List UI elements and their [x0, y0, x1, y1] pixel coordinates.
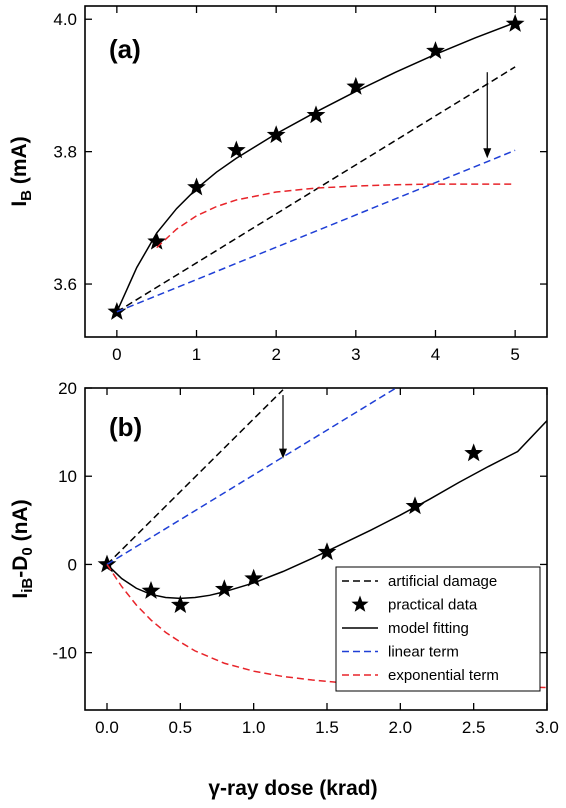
series-line-model: [106, 420, 547, 600]
y-tick-label: 3.8: [53, 143, 77, 162]
plot-frame: [84, 5, 548, 338]
x-tick-label: 2.0: [389, 718, 413, 737]
y-tick-label: -10: [52, 644, 77, 663]
data-point-practical: [306, 105, 326, 124]
data-point-practical: [426, 41, 445, 59]
y-axis-title: IB (mA): [8, 136, 35, 206]
x-tick-label: 2.5: [462, 718, 486, 737]
y-tick-label: 0: [68, 555, 77, 574]
panel-b: 0.0 0.5 1.0 1.5 2.0 2.5 3.0 -10 0 10 20 (b) IiB-D0 (…: [9, 379, 559, 737]
annotation-arrow-head: [279, 448, 287, 459]
y-tick-label: 20: [58, 379, 77, 398]
legend-box: [335, 566, 541, 692]
y-tick-label: 10: [58, 467, 77, 486]
x-tick-label: 1.5: [315, 718, 339, 737]
x-axis-title: γ-ray dose (krad): [208, 777, 377, 800]
y-tick-label: 4.0: [53, 10, 77, 29]
data-point-practical: [187, 177, 206, 196]
series-line-linear: [116, 149, 516, 313]
legend-swatch-star: [351, 595, 369, 612]
legend-label: practical data: [388, 597, 478, 614]
x-tick-label: 5: [510, 345, 519, 364]
series-line-artificial: [116, 66, 516, 313]
series-line-exponential: [106, 564, 547, 689]
series-group: [97, 388, 547, 689]
data-point-practical: [147, 231, 167, 250]
panel-a: 0 1 2 3 4 5 3.6 3.8 4.0 (a) IB (mA): [8, 5, 548, 364]
x-tick-label: 1: [192, 345, 201, 364]
legend: artificial damage practical data model fit…: [335, 566, 541, 692]
plot-frame: [84, 387, 548, 711]
x-tick-label: 3.0: [535, 718, 559, 737]
legend-label: model fitting: [388, 620, 469, 637]
series-line-model: [116, 21, 516, 313]
data-point-practical: [346, 76, 366, 95]
legend-label: artificial damage: [388, 573, 497, 590]
x-tick-label: 0.5: [169, 718, 193, 737]
data-point-practical: [170, 595, 190, 613]
y-tick-label: 3.6: [53, 275, 77, 294]
data-point-practical: [464, 443, 484, 462]
legend-label: exponential term: [388, 667, 499, 684]
series-line-exponential: [156, 183, 516, 249]
y-axis-title: IiB-D0 (nA): [9, 499, 36, 598]
panel-label: (b): [109, 412, 142, 442]
series-line-linear: [106, 388, 398, 566]
annotation-arrow-head: [483, 148, 492, 159]
data-point-practical: [226, 140, 246, 159]
x-tick-label: 0.0: [95, 718, 119, 737]
x-tick-label: 4: [431, 345, 440, 364]
x-tick-label: 0: [112, 345, 121, 364]
legend-label: linear term: [388, 644, 459, 661]
series-group: [107, 14, 525, 320]
data-point-practical: [214, 579, 234, 598]
panel-label: (a): [109, 34, 141, 64]
series-line-artificial: [106, 389, 284, 565]
x-tick-label: 1.0: [242, 718, 266, 737]
x-tick-label: 3: [351, 345, 360, 364]
x-tick-label: 2: [271, 345, 280, 364]
